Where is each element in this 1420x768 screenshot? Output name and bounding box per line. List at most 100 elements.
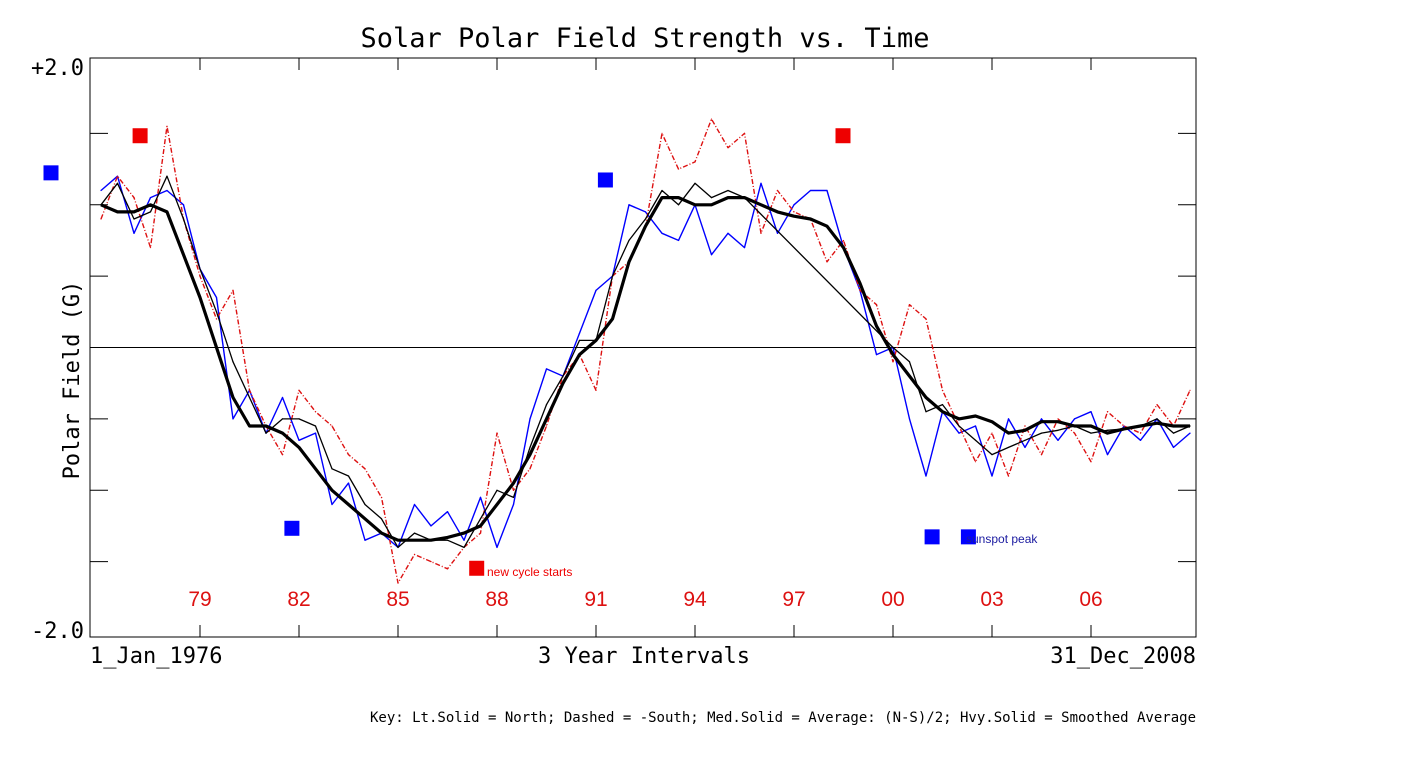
- data-point-average: [1172, 432, 1175, 434]
- data-point-south_negated: [100, 218, 102, 220]
- data-point-average: [479, 518, 482, 520]
- data-point-south_negated: [859, 289, 861, 291]
- data-point-south_negated: [496, 432, 498, 434]
- data-point-north: [958, 432, 960, 434]
- sunspot-peak-marker: [284, 520, 300, 536]
- data-point-north: [496, 546, 498, 548]
- data-point-south_negated: [710, 118, 713, 120]
- data-point-smoothed_average: [727, 197, 729, 199]
- x-start-label: 1_Jan_1976: [90, 644, 222, 669]
- data-point-south_negated: [248, 389, 251, 391]
- data-point-north: [100, 189, 102, 192]
- data-point-south_negated: [974, 461, 977, 463]
- data-point-south_negated: [545, 425, 548, 427]
- data-point-average: [694, 182, 696, 184]
- data-point-smoothed_average: [677, 197, 680, 199]
- data-point-smoothed_average: [925, 396, 927, 399]
- data-point-north: [578, 332, 581, 334]
- data-point-smoothed_average: [875, 325, 878, 327]
- data-point-smoothed_average: [1139, 425, 1142, 427]
- data-point-north: [1040, 418, 1043, 420]
- year-label: 03: [980, 588, 1003, 611]
- data-point-north: [991, 475, 993, 477]
- new-cycle-starts-label: new cycle starts: [487, 565, 572, 579]
- y-max-label: +2.0: [31, 56, 84, 81]
- data-point-smoothed_average: [743, 197, 746, 199]
- y-min-label: -2.0: [31, 619, 84, 644]
- data-point-south_negated: [760, 232, 762, 234]
- x-axis-ticks: [199, 58, 1092, 637]
- data-point-south_negated: [116, 175, 119, 177]
- x-axis-label: 3 Year Intervals: [538, 644, 750, 669]
- data-point-north: [1106, 453, 1109, 456]
- data-point-south_negated: [397, 582, 399, 584]
- year-label: 82: [287, 588, 310, 611]
- data-point-north: [1007, 418, 1010, 420]
- data-point-north: [743, 246, 746, 249]
- y-axis-ticks: [90, 132, 1196, 563]
- y-axis-label: Polar Field (G): [60, 281, 85, 480]
- data-point-average: [545, 404, 548, 406]
- data-point-smoothed_average: [1156, 422, 1158, 424]
- data-point-average: [1007, 446, 1010, 449]
- data-point-north: [133, 232, 135, 234]
- data-point-south_negated: [1007, 475, 1010, 477]
- data-point-average: [892, 346, 894, 349]
- data-point-north: [826, 189, 828, 192]
- data-point-south_negated: [991, 432, 993, 434]
- data-point-average: [644, 218, 647, 220]
- data-point-smoothed_average: [776, 211, 779, 213]
- data-point-smoothed_average: [397, 539, 399, 541]
- data-point-smoothed_average: [760, 204, 762, 206]
- data-point-smoothed_average: [710, 204, 713, 206]
- data-point-smoothed_average: [578, 354, 581, 356]
- data-point-north: [1090, 411, 1092, 413]
- data-point-north: [347, 482, 350, 484]
- data-point-average: [562, 375, 564, 377]
- data-point-average: [512, 496, 515, 498]
- data-point-north: [232, 418, 234, 420]
- markers-layer: [43, 128, 976, 576]
- data-point-smoothed_average: [1007, 432, 1010, 434]
- data-point-north: [298, 439, 300, 441]
- series-line-smoothed_average: [100, 196, 1190, 542]
- data-point-average: [611, 275, 614, 277]
- data-point-smoothed_average: [1057, 421, 1059, 423]
- data-point-north: [364, 539, 366, 541]
- data-point-south_negated: [298, 389, 300, 391]
- data-point-south_negated: [479, 532, 482, 534]
- series-line-average: [100, 175, 1191, 549]
- data-point-smoothed_average: [281, 432, 284, 434]
- data-point-smoothed_average: [166, 211, 168, 213]
- data-point-average: [446, 539, 449, 541]
- data-point-average: [463, 546, 465, 548]
- data-point-smoothed_average: [694, 204, 696, 206]
- year-label: 88: [485, 588, 508, 611]
- data-point-north: [760, 182, 762, 184]
- data-point-south_negated: [314, 411, 317, 413]
- data-point-north: [793, 204, 795, 206]
- data-point-average: [166, 175, 168, 177]
- data-point-smoothed_average: [1073, 425, 1076, 427]
- data-point-average: [215, 311, 218, 313]
- data-point-south_negated: [1123, 425, 1125, 427]
- data-point-smoothed_average: [1172, 425, 1175, 427]
- data-point-average: [133, 218, 135, 220]
- data-point-smoothed_average: [314, 468, 317, 470]
- data-point-south_negated: [941, 389, 944, 391]
- data-point-north: [166, 189, 168, 192]
- data-point-smoothed_average: [479, 525, 482, 527]
- data-point-smoothed_average: [842, 246, 845, 249]
- data-point-average: [1106, 429, 1109, 431]
- data-point-smoothed_average: [347, 503, 350, 506]
- data-point-smoothed_average: [133, 211, 135, 213]
- sunspot-peak-label: sunspot peak: [966, 532, 1038, 546]
- year-label: 85: [386, 588, 409, 611]
- data-point-north: [331, 503, 333, 506]
- data-point-average: [677, 204, 680, 206]
- data-point-smoothed_average: [512, 482, 515, 484]
- data-point-average: [199, 268, 201, 270]
- data-point-south_negated: [199, 275, 201, 277]
- data-point-smoothed_average: [908, 375, 911, 377]
- data-point-smoothed_average: [413, 539, 416, 541]
